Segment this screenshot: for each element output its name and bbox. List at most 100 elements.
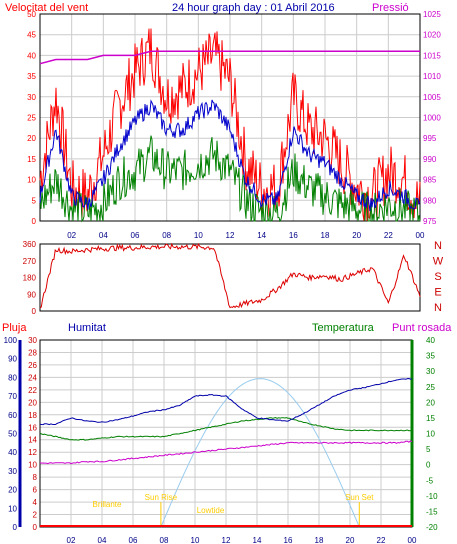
rain-label: Pluja	[2, 322, 27, 334]
time-axis-tick-label: 06	[131, 231, 140, 240]
wind-axis-tick-label: 10	[27, 176, 36, 185]
humidity-axis-tick-label: 10	[28, 461, 37, 470]
pressure-axis-tick-label: 995	[423, 134, 437, 143]
rain-axis-tick-label: 100	[4, 336, 18, 345]
time-axis-tick-label: 00	[408, 536, 417, 544]
rain-axis-tick-label: 40	[8, 448, 17, 457]
rain-axis-tick-label: 70	[8, 392, 17, 401]
time-axis-tick-label: 22	[384, 231, 393, 240]
wind-axis-tick-label: 25	[27, 114, 36, 123]
rain-axis-tick-label: 90	[8, 355, 17, 364]
temperature-label: Temperatura	[312, 322, 375, 334]
wind-axis-tick-label: 15	[27, 155, 36, 164]
temperature-axis-tick-label: 5	[426, 445, 431, 454]
temperature-axis-tick-label: 0	[426, 461, 431, 470]
pressure-axis-tick-label: 990	[423, 155, 437, 164]
rain-axis-tick-label: 20	[8, 486, 17, 495]
wind-axis-tick-label: 40	[27, 51, 36, 60]
wind-pressure-panel: 0510152025303540455097598098599099510001…	[27, 10, 441, 240]
humidity-axis-tick-label: 6	[33, 486, 38, 495]
time-axis-tick-label: 00	[416, 231, 425, 240]
pressure-label: Pressió	[372, 2, 409, 14]
humidity-axis-tick-label: 30	[28, 336, 37, 345]
time-axis-tick-label: 08	[162, 231, 171, 240]
time-axis-tick-label: 02	[67, 536, 76, 544]
sunrise-label: Sun Rise	[145, 493, 178, 502]
wind-axis-tick-label: 5	[32, 196, 37, 205]
humidity-axis-tick-label: 14	[28, 436, 37, 445]
direction-axis-tick-label: 90	[27, 290, 36, 299]
wind-axis-tick-label: 20	[27, 134, 36, 143]
pressure-axis-tick-label: 1025	[423, 10, 441, 19]
time-axis-tick-label: 18	[315, 536, 324, 544]
pressure-axis-tick-label: 1010	[423, 72, 441, 81]
humidity-axis-tick-label: 20	[28, 398, 37, 407]
time-axis-tick-label: 12	[222, 536, 231, 544]
wind-axis-tick-label: 0	[32, 217, 37, 226]
time-axis-tick-label: 16	[289, 231, 298, 240]
humidity-axis-tick-label: 16	[28, 423, 37, 432]
humidity-temperature-panel: 0246810121416182022242628300102030405060…	[4, 336, 438, 544]
direction-axis-tick-label: 0	[32, 307, 37, 316]
pressure-axis-tick-label: 985	[423, 176, 437, 185]
time-axis-tick-label: 10	[194, 231, 203, 240]
wind-plot-frame	[39, 13, 421, 222]
rain-axis-tick-label: 0	[13, 523, 18, 532]
rain-axis-tick-label: 10	[8, 504, 17, 513]
compass-label: E	[434, 287, 441, 299]
sun-elevation-arc	[160, 378, 360, 528]
wind-direction-series	[39, 242, 421, 309]
humidity-label: Humitat	[68, 322, 106, 334]
rain-axis-tick-label: 50	[8, 430, 17, 439]
humidity-axis-tick-label: 0	[33, 523, 38, 532]
direction-axis-tick-label: 360	[23, 240, 37, 249]
pressure-axis-tick-label: 1015	[423, 51, 441, 60]
compass-label: N	[434, 302, 442, 314]
humidity-axis-tick-label: 8	[33, 473, 38, 482]
humidity-axis-tick-label: 18	[28, 411, 37, 420]
temperature-axis-tick-label: -10	[426, 492, 438, 501]
wind-axis-tick-label: 30	[27, 93, 36, 102]
humidity-axis-tick-label: 26	[28, 361, 37, 370]
time-axis-tick-label: 10	[191, 536, 200, 544]
humidity-axis-tick-label: 24	[28, 373, 37, 382]
time-axis-tick-label: 12	[226, 231, 235, 240]
direction-plot-frame	[39, 243, 421, 312]
rain-axis-tick-label: 30	[8, 467, 17, 476]
compass-label: N	[434, 240, 442, 252]
wind-axis-tick-label: 45	[27, 31, 36, 40]
pressure-axis-tick-label: 1000	[423, 114, 441, 123]
temperature-axis-tick-label: -15	[426, 507, 438, 516]
temperature-axis-tick-label: 35	[426, 352, 435, 361]
dewpoint-series	[39, 440, 413, 465]
temperature-series	[39, 416, 412, 441]
time-axis-tick-label: 04	[99, 231, 108, 240]
zenith-label: Lowtide	[197, 506, 225, 515]
rain-axis-tick-label: 60	[8, 411, 17, 420]
humidity-axis-tick-label: 28	[28, 348, 37, 357]
time-axis-tick-label: 06	[129, 536, 138, 544]
rain-axis-tick-label: 80	[8, 373, 17, 382]
humidity-series	[39, 377, 413, 426]
humidity-axis-tick-label: 4	[33, 498, 38, 507]
compass-label: S	[434, 271, 441, 283]
pressure-axis-tick-label: 1005	[423, 93, 441, 102]
temperature-axis-tick-label: -5	[426, 476, 434, 485]
time-axis-tick-label: 20	[352, 231, 361, 240]
compass-label: W	[433, 256, 444, 268]
direction-axis-tick-label: 270	[23, 257, 37, 266]
dewpoint-label: Punt rosada	[392, 322, 452, 334]
time-axis-tick-label: 14	[257, 231, 266, 240]
wind-min-series	[39, 135, 421, 223]
wind-axis-tick-label: 35	[27, 72, 36, 81]
page-title: 24 hour graph day : 01 Abril 2016	[172, 2, 335, 14]
wind-avg-series	[39, 99, 421, 212]
temperature-axis-tick-label: 30	[426, 367, 435, 376]
temperature-axis-tick-label: 40	[426, 336, 435, 345]
wind-label: Velocitat del vent	[5, 2, 88, 14]
humidity-axis-tick-label: 2	[33, 511, 38, 520]
temperature-axis-tick-label: 25	[426, 383, 435, 392]
time-axis-tick-label: 20	[346, 536, 355, 544]
temperature-axis-tick-label: 10	[426, 430, 435, 439]
